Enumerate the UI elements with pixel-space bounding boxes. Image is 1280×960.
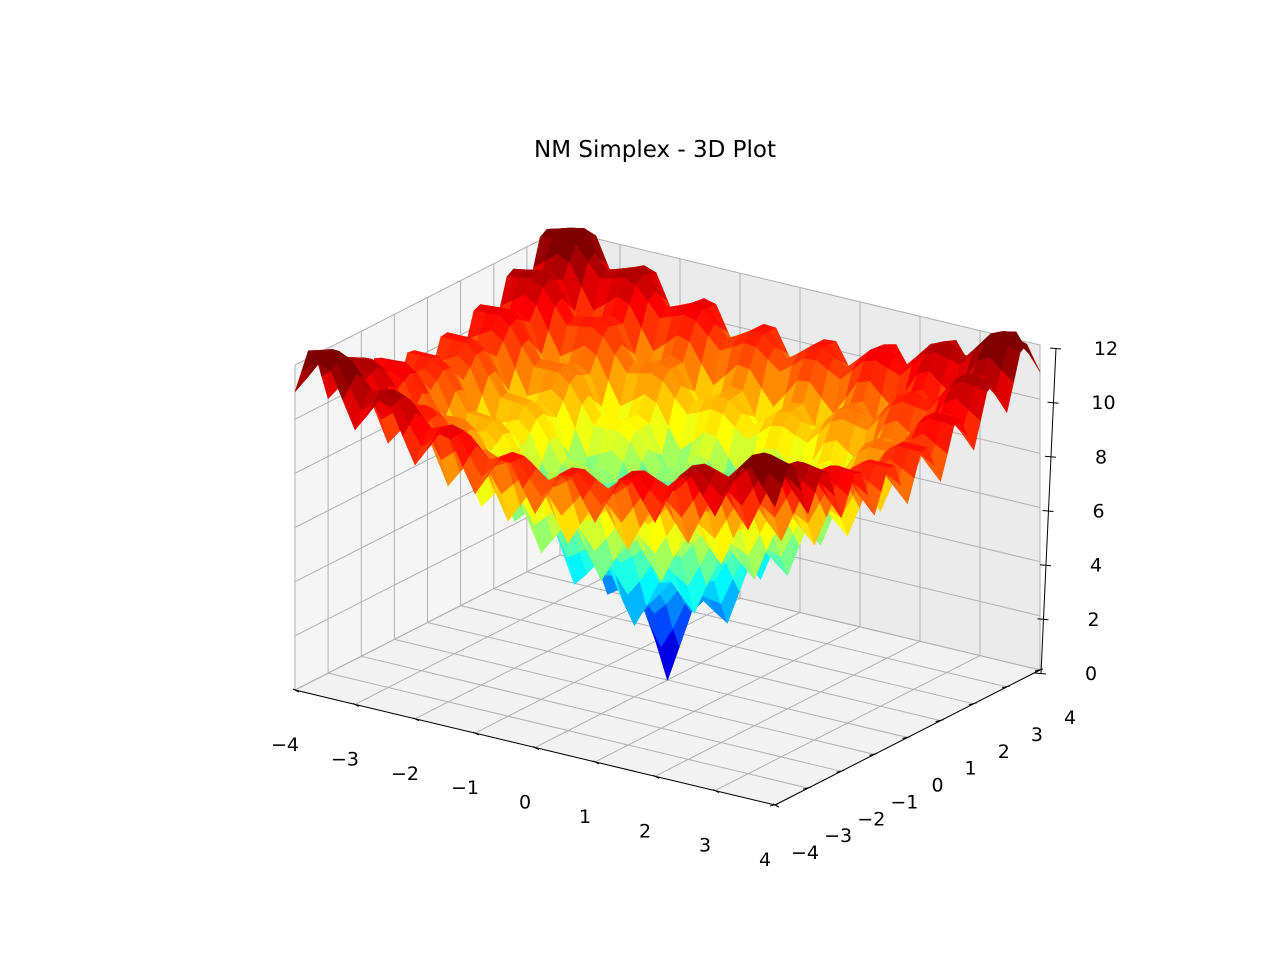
left-grid-z-line	[294, 229, 561, 366]
y-tick-mark	[1001, 685, 1011, 689]
y-tick-label: −4	[791, 842, 819, 864]
y-tick-mark	[968, 702, 977, 706]
x-tick-mark	[412, 717, 420, 722]
z-tick-mark	[1042, 510, 1054, 512]
floor-grid-y-line	[460, 605, 941, 722]
y-tick-label: −2	[857, 808, 885, 830]
z-tick-mark	[1049, 347, 1062, 350]
y-tick-label: 4	[1064, 707, 1076, 729]
y-tick-mark	[802, 786, 812, 790]
y-tick-label: 0	[931, 775, 943, 797]
floor-grid-y-line	[493, 588, 974, 705]
z-tick-mark	[1039, 564, 1052, 567]
z-tick-mark	[1047, 401, 1059, 404]
z-tick-label: 2	[1087, 609, 1099, 631]
tick-marks	[292, 347, 1062, 808]
z-axis-line	[1040, 347, 1057, 674]
x-tick-mark	[712, 789, 720, 794]
floor-grid-x-line	[654, 640, 921, 777]
x-tick-mark	[652, 774, 660, 779]
back-grid-z-line	[559, 229, 1041, 346]
surface-facet	[762, 473, 782, 508]
left-grid-z-line	[294, 554, 561, 691]
left-grid-z-line	[294, 500, 561, 637]
x-tick-label: 0	[519, 792, 531, 814]
x-tick-mark	[472, 731, 480, 736]
x-tick-mark	[352, 702, 360, 707]
x-tick-label: −4	[271, 734, 299, 756]
surface-plot	[294, 227, 1041, 681]
z-tick-label: 4	[1090, 555, 1102, 577]
floor-grid-x-line	[714, 655, 981, 792]
y-tick-mark	[1034, 668, 1044, 672]
x-tick-label: −1	[451, 777, 479, 799]
z-tick-mark	[1034, 672, 1047, 675]
y-tick-label: 3	[1031, 724, 1043, 746]
y-tick-mark	[935, 719, 944, 723]
y-tick-label: −3	[824, 825, 852, 847]
z-tick-label: 6	[1092, 501, 1104, 523]
y-tick-mark	[769, 803, 779, 807]
x-tick-mark	[532, 746, 540, 750]
floor-grid-x-line	[594, 626, 861, 763]
y-tick-label: −1	[890, 791, 918, 813]
x-tick-label: −3	[331, 748, 359, 770]
x-tick-label: 2	[639, 820, 651, 842]
z-tick-mark	[1044, 455, 1057, 458]
y-tick-label: 1	[965, 758, 977, 780]
x-tick-label: 1	[579, 806, 591, 828]
y-tick-mark	[836, 769, 845, 773]
y-tick-label: 2	[998, 741, 1010, 763]
x-tick-label: 3	[699, 835, 711, 857]
z-tick-label: 10	[1091, 392, 1115, 414]
z-tick-label: 0	[1085, 663, 1097, 685]
z-tick-label: 12	[1094, 338, 1118, 360]
chart-title: NM Simplex - 3D Plot	[534, 137, 776, 163]
x-tick-mark	[292, 688, 300, 693]
y-tick-mark	[869, 752, 878, 756]
z-tick-label: 8	[1095, 446, 1107, 468]
z-tick-mark	[1037, 618, 1049, 621]
x-tick-label: 4	[759, 849, 771, 871]
y-tick-mark	[902, 736, 911, 739]
x-tick-mark	[592, 760, 600, 765]
x-tick-label: −2	[391, 763, 419, 785]
